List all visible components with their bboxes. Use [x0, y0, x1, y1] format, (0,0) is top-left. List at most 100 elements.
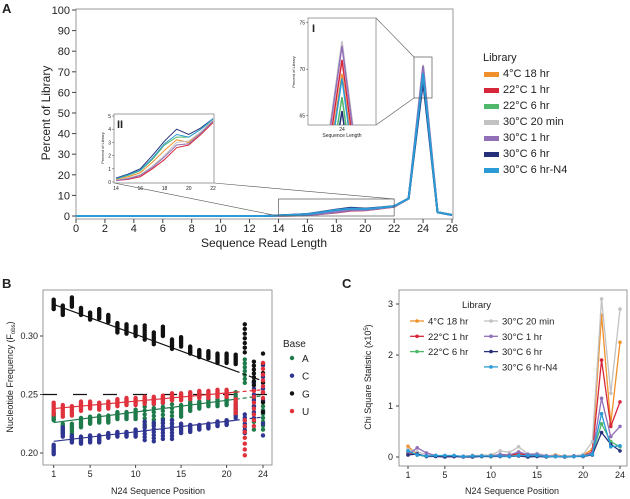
inset-series-line — [329, 45, 353, 126]
data-point — [251, 406, 257, 411]
data-point — [599, 422, 604, 426]
data-point — [215, 387, 220, 393]
x-tick-label: 20 — [359, 223, 371, 235]
data-point — [415, 453, 420, 457]
data-point — [260, 404, 266, 409]
data-point — [581, 454, 585, 458]
data-point — [516, 450, 521, 454]
data-point — [618, 400, 622, 404]
x-tick-label: 0 — [73, 223, 79, 235]
inset-series-line — [336, 96, 347, 126]
data-point — [260, 421, 266, 426]
data-point — [206, 349, 211, 354]
data-point — [489, 454, 493, 458]
data-point — [516, 453, 521, 458]
legend-swatch — [484, 104, 499, 109]
y-tick-label: 20 — [58, 170, 70, 182]
panel-label-c: C — [342, 276, 352, 291]
fit-line — [53, 419, 236, 442]
data-point — [142, 412, 147, 417]
inset-series-line — [331, 59, 352, 126]
series-C — [51, 363, 266, 457]
legend-label: 30°C 1 hr — [502, 332, 542, 343]
data-point — [242, 380, 247, 385]
data-point — [424, 454, 429, 458]
data-point — [51, 400, 56, 405]
x-tick-label: 26 — [446, 223, 458, 235]
data-point — [242, 336, 247, 341]
data-point — [206, 388, 211, 394]
data-point — [151, 435, 156, 441]
x-tick-label: 18 — [162, 186, 168, 192]
fit-line — [53, 398, 236, 424]
legend-item: 4°C 18 hr — [410, 317, 468, 328]
legend-label: A — [302, 354, 309, 365]
data-point — [69, 421, 75, 426]
legend-dot — [289, 355, 295, 361]
y-tick-label: 30 — [58, 149, 70, 161]
data-point — [51, 297, 56, 302]
plot-frame — [398, 289, 628, 467]
data-point — [544, 454, 549, 459]
y-tick-label: 0 — [64, 211, 70, 223]
legend-item: 4°C 18 hr — [484, 68, 550, 80]
data-point — [142, 416, 147, 421]
data-point — [242, 331, 247, 336]
data-point — [151, 394, 156, 400]
data-point — [169, 433, 175, 439]
data-point — [160, 436, 166, 442]
y-tick-label: 10 — [58, 190, 70, 202]
data-point — [160, 421, 166, 426]
data-point — [160, 433, 166, 439]
data-point — [178, 421, 184, 426]
data-point — [461, 454, 466, 459]
legend-label: U — [302, 407, 309, 418]
data-point — [242, 340, 247, 346]
legend-dot — [415, 334, 419, 339]
inset-ii: 0 1 2 3 4 5 14 16 18 20 22 II Percent of Library — [100, 113, 216, 192]
data-point — [151, 330, 156, 335]
y-tick-label: 1 — [108, 167, 111, 173]
legend-item: 30°C 6 hr-N4 — [484, 362, 558, 373]
legend-dot — [489, 349, 493, 354]
data-point — [608, 391, 613, 396]
data-point — [260, 378, 266, 383]
x-tick-label: 1 — [51, 469, 56, 479]
data-point — [406, 449, 410, 453]
fit-line-extension — [235, 389, 264, 393]
y-tick-label: 0.30 — [20, 331, 38, 341]
data-point — [260, 360, 266, 366]
data-point — [251, 412, 257, 417]
y-tick-label: 60 — [58, 87, 70, 99]
inset-series-line — [115, 118, 214, 180]
plot-frame — [42, 289, 273, 466]
data-point — [590, 452, 595, 457]
legend-label: 4°C 18 hr — [503, 68, 550, 80]
inset-series-line — [115, 120, 214, 182]
data-point — [142, 431, 147, 437]
data-point — [242, 361, 247, 366]
data-point — [242, 376, 247, 382]
data-point — [260, 427, 266, 432]
legend-label: 30°C 6 hr — [503, 148, 550, 160]
fit-line-extension — [235, 370, 264, 382]
data-point — [151, 409, 156, 415]
data-point — [197, 347, 202, 353]
data-point — [87, 399, 93, 404]
data-point — [608, 445, 613, 449]
data-point — [78, 305, 84, 311]
data-point — [233, 352, 238, 357]
data-point — [169, 391, 175, 396]
data-point — [188, 344, 193, 349]
x-tick-label: 5 — [442, 470, 447, 480]
data-point — [526, 453, 530, 458]
data-point — [618, 424, 622, 429]
legend-label: 30°C 6 hr — [502, 347, 542, 358]
data-point — [197, 399, 202, 404]
data-point — [406, 453, 410, 457]
x-tick-label: 22 — [388, 223, 400, 235]
legend-item: 30°C 1 hr — [484, 132, 550, 144]
data-point — [251, 382, 257, 388]
